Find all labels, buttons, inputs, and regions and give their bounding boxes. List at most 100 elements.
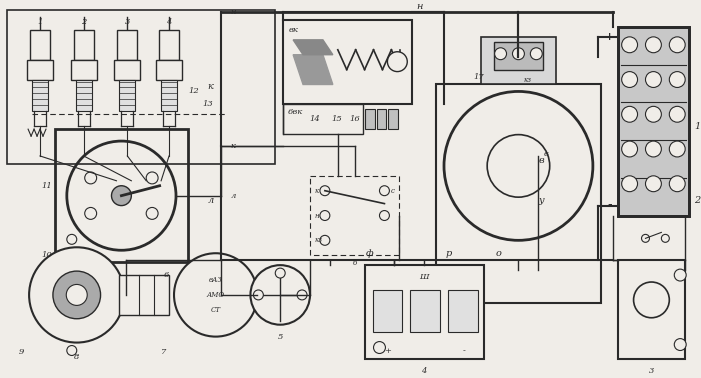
Text: к: к (231, 142, 236, 150)
Circle shape (85, 172, 97, 184)
Text: кз: кз (524, 76, 531, 84)
Circle shape (646, 106, 661, 122)
Text: н: н (416, 2, 423, 11)
Bar (27, 60, 53, 79)
Circle shape (444, 91, 593, 240)
Circle shape (622, 71, 637, 87)
Circle shape (67, 284, 87, 305)
Text: +: + (384, 347, 391, 355)
Bar (618, 27, 689, 215)
Text: 17: 17 (474, 73, 484, 81)
Circle shape (147, 208, 158, 219)
Text: кз: кз (315, 236, 323, 244)
Text: л: л (207, 196, 214, 205)
Bar (159, 30, 179, 60)
Bar (119, 79, 135, 111)
Polygon shape (293, 40, 333, 55)
Text: 1: 1 (37, 18, 43, 26)
Text: 15: 15 (332, 115, 342, 123)
Circle shape (674, 339, 686, 350)
Text: -: - (608, 200, 612, 211)
Circle shape (111, 186, 131, 206)
Text: -: - (463, 347, 465, 355)
Circle shape (622, 37, 637, 53)
Bar (376, 109, 386, 129)
Circle shape (669, 176, 685, 192)
Text: о: о (496, 249, 501, 258)
Text: +: + (605, 31, 614, 42)
Bar (71, 60, 97, 79)
Bar (119, 275, 169, 315)
Bar (30, 30, 50, 60)
Text: 4: 4 (421, 367, 427, 375)
Circle shape (388, 52, 407, 71)
Text: б: б (353, 259, 357, 267)
Bar (436, 84, 601, 303)
Circle shape (487, 135, 550, 197)
Bar (618, 27, 689, 215)
Text: в: в (538, 156, 544, 166)
Text: 2: 2 (694, 196, 700, 205)
Bar (618, 260, 685, 359)
Circle shape (67, 234, 76, 244)
Text: 6: 6 (163, 271, 169, 279)
Bar (74, 30, 94, 60)
Bar (481, 37, 556, 85)
Circle shape (512, 48, 524, 60)
Circle shape (379, 211, 389, 220)
Circle shape (669, 71, 685, 87)
Bar (372, 290, 402, 332)
Text: вАЗ: вАЗ (209, 276, 223, 284)
Circle shape (67, 345, 76, 355)
Text: 2: 2 (81, 18, 86, 26)
Circle shape (622, 106, 637, 122)
Text: р: р (446, 249, 452, 258)
Bar (114, 60, 140, 79)
Text: Ш: Ш (419, 273, 429, 281)
Text: 14: 14 (310, 115, 320, 123)
Text: 7: 7 (161, 349, 167, 356)
Circle shape (646, 71, 661, 87)
Bar (32, 79, 48, 111)
Bar (76, 79, 92, 111)
Circle shape (29, 247, 124, 342)
Text: н: н (315, 212, 320, 220)
Text: вк: вк (288, 26, 298, 34)
Circle shape (531, 48, 543, 60)
Text: СТ: СТ (211, 306, 221, 314)
Circle shape (495, 48, 507, 60)
Text: в: в (543, 150, 548, 158)
Circle shape (669, 106, 685, 122)
Bar (365, 265, 484, 359)
Circle shape (374, 342, 386, 353)
Bar (55, 129, 188, 262)
Text: 5: 5 (278, 333, 283, 341)
Text: 16: 16 (349, 115, 360, 123)
Circle shape (67, 141, 176, 250)
Text: АМО: АМО (207, 291, 225, 299)
Circle shape (320, 211, 330, 220)
Circle shape (622, 141, 637, 157)
Bar (448, 290, 478, 332)
Text: 11: 11 (41, 182, 53, 190)
Text: с: с (390, 187, 395, 195)
Text: у: у (538, 196, 544, 205)
Circle shape (320, 186, 330, 196)
Bar (118, 30, 137, 60)
Text: л: л (231, 192, 236, 200)
Bar (283, 20, 412, 104)
Bar (388, 109, 398, 129)
Circle shape (254, 290, 264, 300)
Text: 8: 8 (74, 353, 79, 361)
Text: 9: 9 (18, 349, 24, 356)
Circle shape (634, 282, 669, 318)
Bar (365, 109, 374, 129)
Circle shape (669, 37, 685, 53)
Circle shape (646, 176, 661, 192)
Circle shape (297, 290, 307, 300)
Circle shape (320, 235, 330, 245)
Text: к: к (207, 82, 214, 91)
Circle shape (641, 234, 649, 242)
Text: 3: 3 (125, 18, 130, 26)
Bar (156, 60, 182, 79)
